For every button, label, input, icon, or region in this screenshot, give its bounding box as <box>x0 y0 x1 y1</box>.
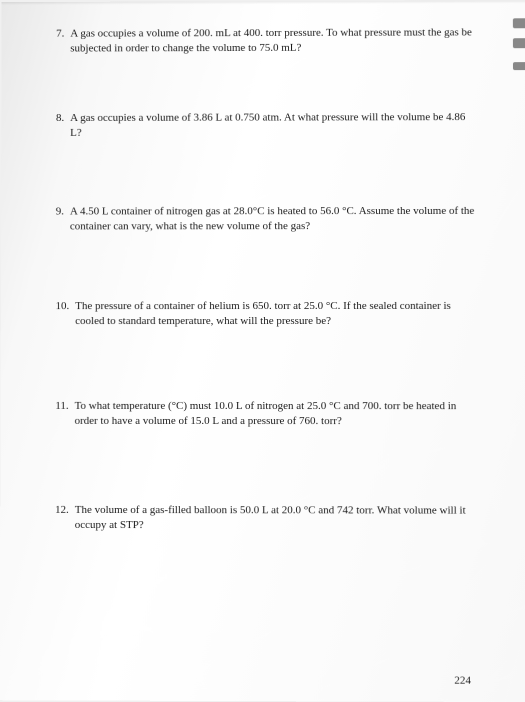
question-10: 10. The pressure of a container of heliu… <box>55 299 475 329</box>
question-number: 10. <box>55 299 69 329</box>
question-11: 11. To what temperature (°C) must 10.0 L… <box>55 399 475 429</box>
question-8: 8. A gas occupies a volume of 3.86 L at … <box>56 110 475 140</box>
question-9: 9. A 4.50 L container of nitrogen gas at… <box>56 204 475 234</box>
question-number: 9. <box>56 205 64 235</box>
question-number: 8. <box>56 111 64 141</box>
question-text: The volume of a gas-filled balloon is 50… <box>75 503 476 533</box>
worksheet-page: 7. A gas occupies a volume of 200. mL at… <box>0 0 525 702</box>
page-right-edge <box>515 0 525 702</box>
binding-notch <box>513 18 525 28</box>
question-number: 7. <box>56 27 64 56</box>
top-shadow <box>2 0 525 5</box>
page-number: 224 <box>454 675 471 687</box>
question-number: 12. <box>55 503 69 533</box>
binding-notch <box>513 62 525 70</box>
question-number: 11. <box>55 399 68 429</box>
question-text: To what temperature (°C) must 10.0 L of … <box>75 399 476 429</box>
question-text: A 4.50 L container of nitrogen gas at 28… <box>70 204 475 234</box>
question-text: The pressure of a container of helium is… <box>75 299 475 329</box>
question-text: A gas occupies a volume of 3.86 L at 0.7… <box>70 110 475 140</box>
question-12: 12. The volume of a gas-filled balloon i… <box>55 503 476 533</box>
question-7: 7. A gas occupies a volume of 200. mL at… <box>56 25 475 56</box>
binding-notch <box>513 38 525 48</box>
question-text: A gas occupies a volume of 200. mL at 40… <box>70 25 475 56</box>
